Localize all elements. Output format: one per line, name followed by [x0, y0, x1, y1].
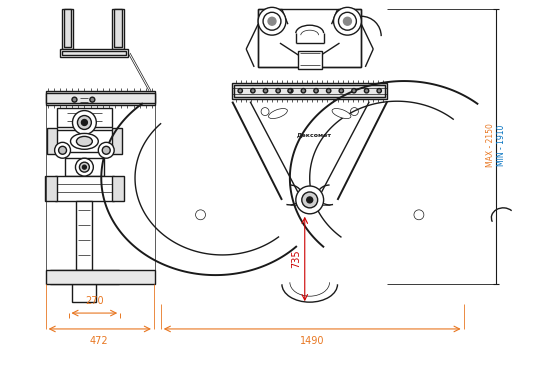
Bar	[65, 158, 104, 176]
Circle shape	[268, 17, 276, 25]
Bar	[53, 130, 116, 152]
Bar	[298, 51, 322, 69]
Bar	[50, 270, 119, 284]
Bar	[114, 9, 122, 47]
Bar	[72, 284, 96, 302]
Circle shape	[79, 162, 89, 172]
Circle shape	[343, 17, 351, 25]
Circle shape	[251, 88, 255, 93]
Circle shape	[333, 8, 361, 35]
Circle shape	[326, 88, 331, 93]
Text: 270: 270	[85, 296, 104, 306]
Circle shape	[364, 88, 369, 93]
Text: MIN - 1910: MIN - 1910	[497, 124, 506, 166]
Bar	[45, 176, 57, 201]
Bar	[47, 129, 57, 154]
Circle shape	[72, 97, 77, 102]
Circle shape	[288, 89, 292, 93]
Text: Дексомет: Дексомет	[297, 133, 332, 138]
Bar	[60, 49, 128, 57]
Circle shape	[314, 88, 318, 93]
Bar	[112, 176, 124, 201]
Bar	[258, 9, 361, 67]
Bar	[61, 51, 126, 55]
Circle shape	[82, 165, 86, 169]
Bar	[46, 270, 155, 284]
Circle shape	[258, 8, 286, 35]
Bar	[232, 83, 387, 99]
Circle shape	[302, 192, 318, 208]
Circle shape	[307, 197, 313, 203]
Bar	[54, 176, 114, 201]
Circle shape	[76, 158, 94, 176]
Bar	[46, 91, 155, 105]
Circle shape	[352, 88, 356, 93]
Circle shape	[296, 186, 324, 214]
Circle shape	[82, 120, 88, 126]
Ellipse shape	[332, 109, 351, 118]
Circle shape	[276, 88, 280, 93]
Circle shape	[90, 97, 95, 102]
Text: 735: 735	[291, 249, 301, 268]
Text: 472: 472	[90, 336, 109, 346]
Circle shape	[72, 111, 96, 134]
Text: MAX - 2150: MAX - 2150	[486, 123, 495, 167]
Circle shape	[338, 12, 356, 30]
Bar	[112, 129, 122, 154]
Circle shape	[54, 143, 71, 158]
Ellipse shape	[269, 109, 287, 118]
Bar	[112, 9, 124, 49]
Circle shape	[339, 88, 343, 93]
Bar	[234, 85, 385, 97]
Circle shape	[301, 88, 306, 93]
Circle shape	[102, 146, 110, 154]
Circle shape	[377, 88, 381, 93]
Circle shape	[98, 143, 114, 158]
Ellipse shape	[71, 133, 98, 149]
Bar	[77, 201, 92, 270]
Circle shape	[238, 88, 243, 93]
Ellipse shape	[77, 136, 92, 146]
Bar	[46, 93, 155, 103]
Bar	[57, 108, 112, 127]
Circle shape	[77, 115, 91, 129]
Circle shape	[288, 88, 293, 93]
Circle shape	[263, 12, 281, 30]
Bar	[61, 9, 73, 49]
Circle shape	[59, 146, 66, 154]
Bar	[64, 9, 71, 47]
Circle shape	[263, 88, 268, 93]
Text: 1490: 1490	[299, 336, 324, 346]
